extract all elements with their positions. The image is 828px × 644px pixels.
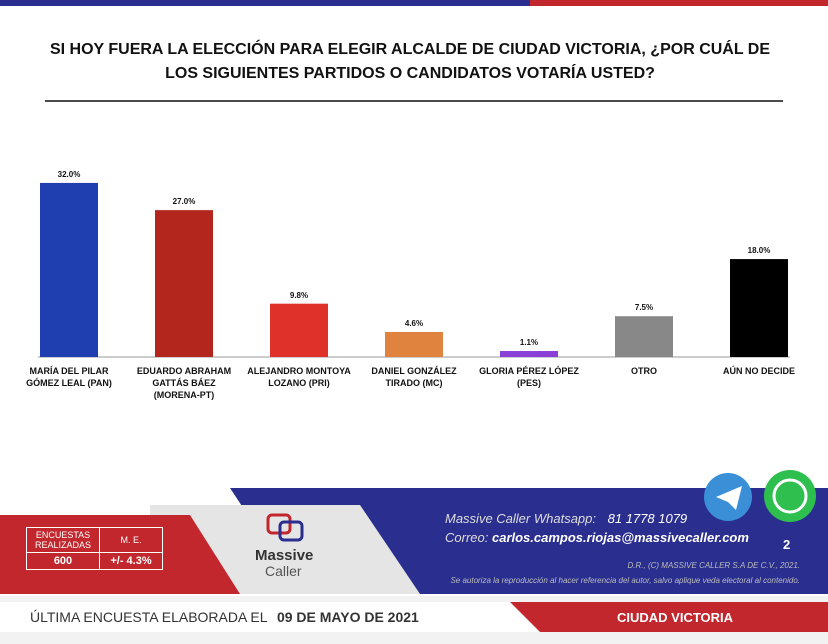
- footer-date: 09 DE MAYO DE 2021: [276, 609, 419, 625]
- value-label: 27.0%: [172, 197, 196, 207]
- bar: [385, 331, 443, 357]
- stats-value: +/- 4.3%: [99, 552, 163, 570]
- email: carlos.campos.riojas@massivecaller.com: [491, 530, 749, 545]
- stats-header: ENCUESTAS REALIZADAS: [26, 527, 100, 553]
- bar: [155, 210, 213, 357]
- value-label: 9.8%: [289, 290, 309, 300]
- bar: [270, 303, 328, 357]
- x-tick-label: AÚN NO DECIDE: [722, 366, 795, 376]
- stats-table: ENCUESTAS REALIZADAS M. E. 600 +/- 4.3%: [26, 527, 163, 570]
- footer-label: ÚLTIMA ENCUESTA ELABORADA EL: [30, 609, 268, 625]
- value-label: 4.6%: [404, 318, 424, 328]
- chart: [40, 182, 788, 357]
- footer-city: CIUDAD VICTORIA: [617, 610, 734, 625]
- whatsapp: 81 1778 1079: [607, 511, 688, 526]
- value-label: 32.0%: [57, 169, 81, 179]
- x-tick-label: MARÍA DEL PILAR GÓMEZ LEAL (PAN): [26, 366, 112, 388]
- whatsapp-label: Massive Caller Whatsapp:: [445, 511, 596, 526]
- stats-value: 600: [26, 552, 100, 570]
- copyright: D.R., (C) MASSIVE CALLER S.A DE C.V., 20…: [627, 561, 801, 570]
- stats-header: M. E.: [99, 527, 163, 553]
- page-number: 2: [783, 537, 791, 552]
- bar: [730, 259, 788, 357]
- x-tick-label: EDUARDO ABRAHAM GATTÁS BÁEZ (MORENA-PT): [136, 366, 232, 400]
- x-tick-label: GLORIA PÉREZ LÓPEZ (PES): [479, 366, 579, 388]
- bar: [500, 351, 558, 357]
- value-label: 18.0%: [747, 246, 771, 256]
- email-label: Correo:: [445, 530, 489, 545]
- x-tick-label: OTRO: [631, 366, 657, 376]
- x-tick-label: ALEJANDRO MONTOYA LOZANO (PRI): [247, 366, 351, 388]
- logo-text: Caller: [265, 563, 302, 579]
- x-tick-label: DANIEL GONZÁLEZ TIRADO (MC): [371, 366, 457, 388]
- value-label: 7.5%: [634, 303, 654, 313]
- chart-title: SI HOY FUERA LA ELECCIÓN PARA ELEGIR ALC…: [49, 41, 771, 82]
- bar: [615, 316, 673, 357]
- bar: [40, 182, 98, 357]
- notice: Se autoriza la reproducción al hacer ref…: [450, 576, 800, 585]
- value-label: 1.1%: [519, 338, 539, 348]
- logo-text: Massive: [255, 547, 314, 564]
